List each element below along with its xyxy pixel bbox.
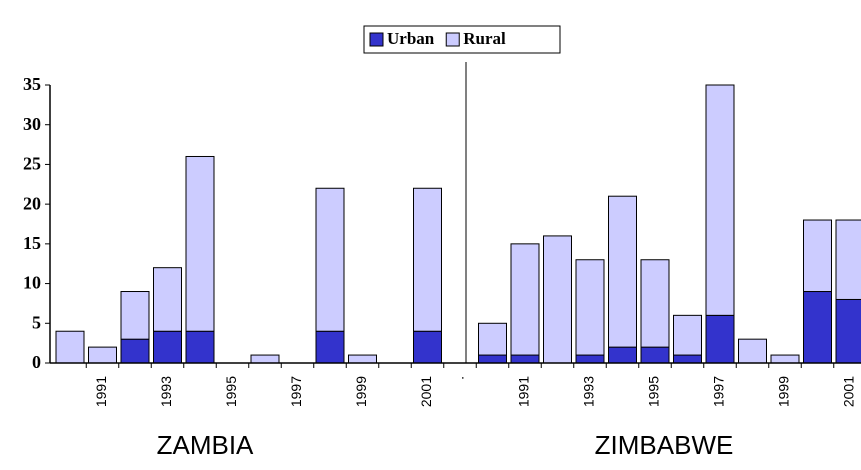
bar-segment	[640, 259, 670, 348]
bar-segment	[835, 298, 861, 364]
bar-segment	[803, 219, 832, 293]
group-label: ZIMBABWE	[595, 430, 734, 460]
bar-segment	[673, 354, 702, 364]
x-tick-label: 1997	[288, 376, 304, 407]
legend-swatch	[445, 32, 460, 47]
bar-segment	[705, 84, 735, 316]
bar-segment	[153, 330, 182, 364]
legend-label: Rural	[463, 29, 506, 48]
bar-segment	[185, 330, 215, 364]
y-tick-label: 15	[23, 233, 41, 253]
bar-segment	[185, 155, 215, 332]
y-tick-label: 30	[23, 114, 41, 134]
bar-segment	[575, 354, 605, 364]
bar-segment	[673, 314, 702, 356]
x-tick-label: 1991	[516, 376, 532, 407]
y-tick-label: 20	[23, 193, 41, 213]
group-label: ZAMBIA	[157, 430, 254, 460]
bar-segment	[510, 243, 540, 356]
bar-segment	[705, 314, 735, 364]
bar-segment	[413, 330, 442, 364]
bar-segment	[88, 346, 117, 364]
bar-segment	[510, 354, 540, 364]
bar-segment	[608, 195, 637, 348]
x-tick-label: 1997	[711, 376, 727, 407]
bar-segment	[803, 291, 832, 364]
bar-segment	[770, 354, 800, 364]
bar-segment	[543, 235, 572, 364]
x-tick-label: 1991	[93, 376, 109, 407]
bar-segment	[738, 338, 767, 364]
bar-segment	[835, 219, 861, 300]
x-tick-label: 1999	[776, 376, 792, 407]
x-tick-label: 1995	[646, 376, 662, 407]
bar-segment	[55, 330, 85, 364]
y-tick-label: 5	[32, 312, 41, 332]
x-tick-label: 1995	[223, 376, 239, 407]
bar-segment	[478, 322, 507, 356]
bar-segment	[315, 187, 345, 332]
bar-segment	[250, 354, 280, 364]
x-tick-label: 2001	[418, 376, 434, 407]
legend-label: Urban	[387, 29, 435, 48]
bar-segment	[575, 259, 605, 356]
x-tick-label: .	[451, 376, 467, 380]
y-tick-label: 0	[32, 352, 41, 372]
bar-segment	[348, 354, 377, 364]
y-tick-label: 35	[23, 74, 41, 94]
y-tick-label: 10	[23, 273, 41, 293]
x-tick-label: 1993	[581, 376, 597, 407]
x-tick-label: 2001	[841, 376, 857, 407]
bar-segment	[120, 338, 150, 364]
bar-segment	[120, 291, 150, 340]
x-tick-label: 1993	[158, 376, 174, 407]
bar-segment	[478, 354, 507, 364]
y-tick-label: 25	[23, 154, 41, 174]
x-tick-label: 1999	[353, 376, 369, 407]
legend-swatch	[369, 32, 384, 47]
bar-segment	[640, 346, 670, 364]
bar-segment	[608, 346, 637, 364]
bar-segment	[413, 187, 442, 332]
legend-box	[363, 25, 561, 54]
bar-segment	[315, 330, 345, 364]
bar-segment	[153, 267, 182, 332]
